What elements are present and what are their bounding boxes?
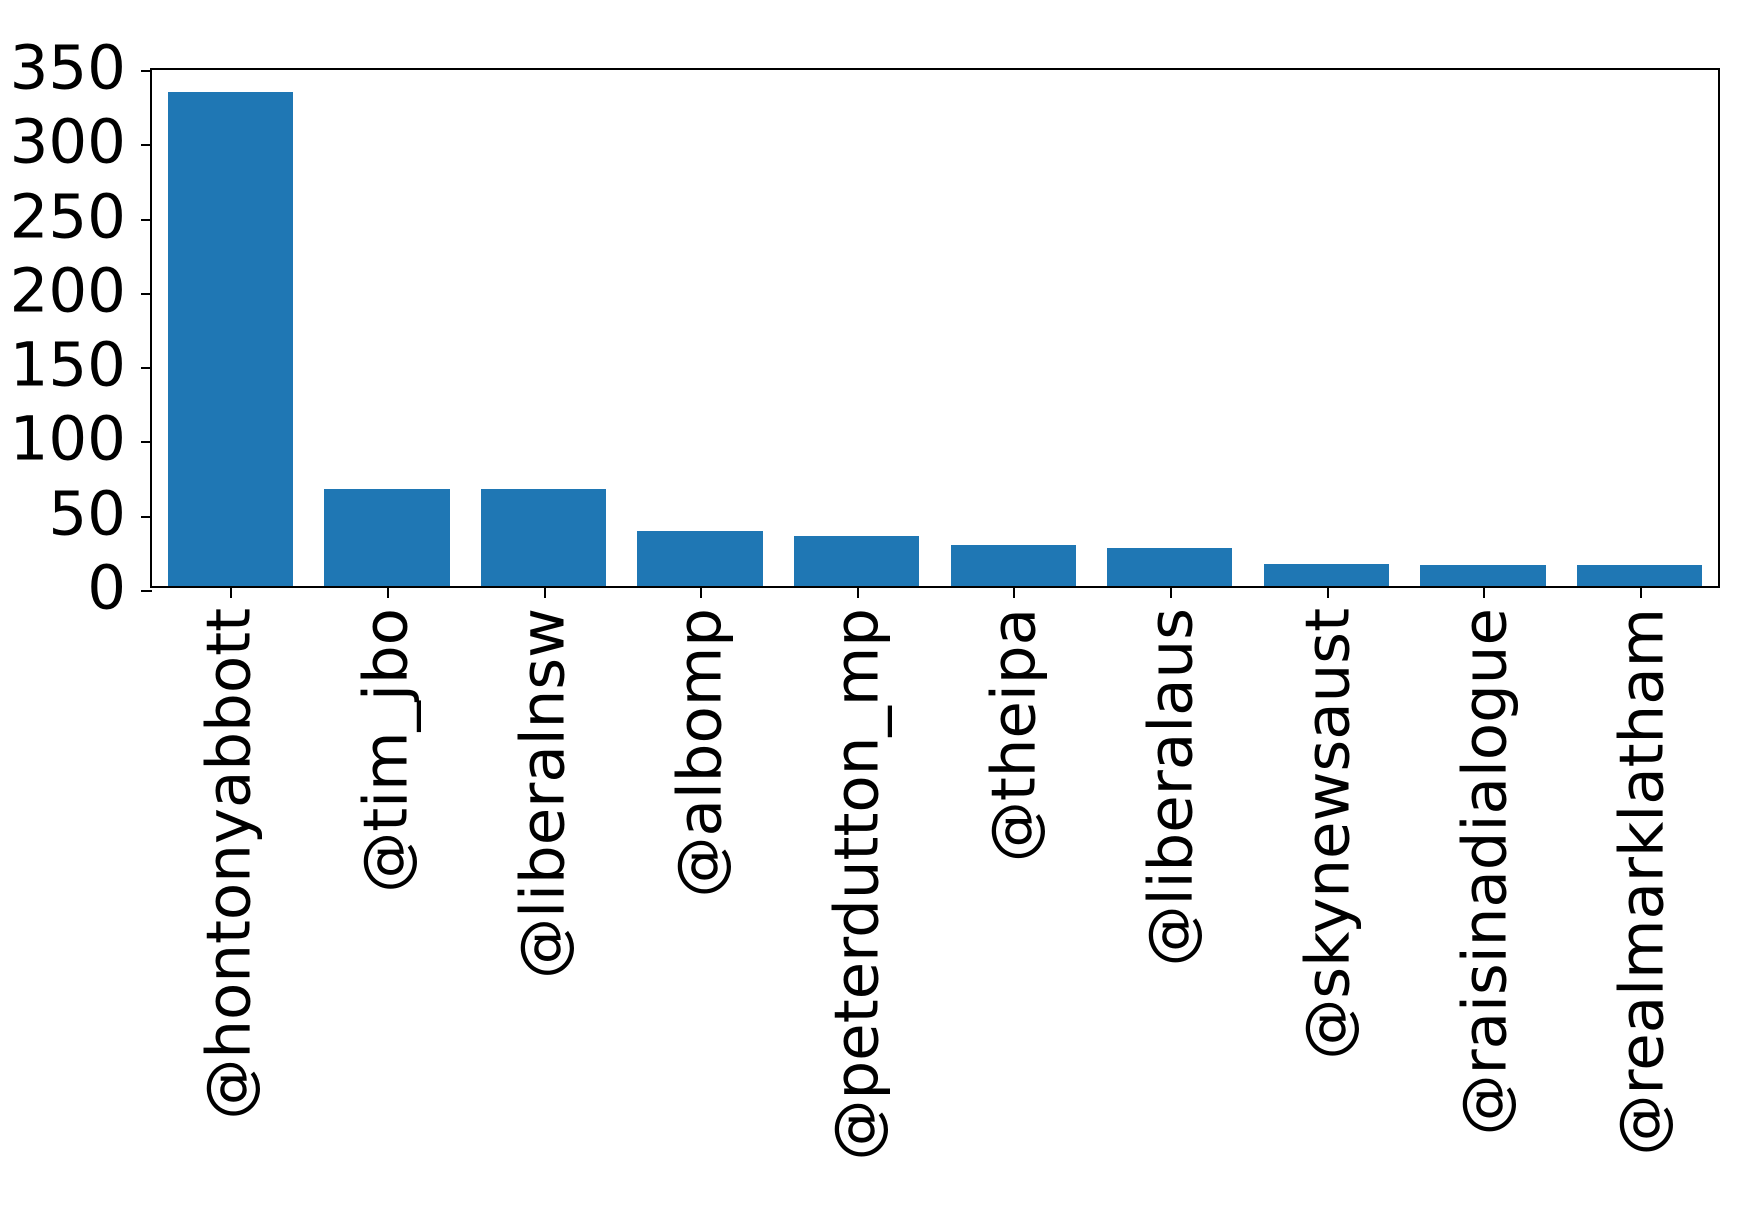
bar-series: [152, 70, 1718, 586]
x-axis-tick: [700, 586, 703, 598]
y-axis-tick-label: 300: [9, 106, 126, 178]
x-label-slot: @liberalaus: [1092, 608, 1249, 1208]
y-axis-tick: [141, 144, 152, 147]
y-axis-tick-label: 100: [9, 403, 126, 475]
bar[interactable]: [324, 488, 450, 586]
x-axis-tick-label: @tim_jbo: [350, 608, 421, 893]
x-axis-tick-label: @raisinadialogue: [1449, 608, 1520, 1136]
x-axis-tick: [543, 586, 546, 598]
bar[interactable]: [167, 92, 293, 586]
x-label-slot: @liberalnsw: [464, 608, 621, 1208]
bar-slot: [778, 70, 935, 586]
bar-slot: [1405, 70, 1562, 586]
x-axis-tick: [1169, 586, 1172, 598]
y-axis-tick: [141, 70, 152, 72]
bar-slot: [152, 70, 309, 586]
x-label-slot: @hontonyabbott: [150, 608, 307, 1208]
plot-area: [141, 68, 1720, 598]
y-axis-tick: [141, 441, 152, 444]
y-axis-tick-labels: 0 50 100 150 200 250 300 350: [0, 0, 136, 1215]
y-axis-tick-label: 200: [9, 255, 126, 327]
x-axis-tick: [1483, 586, 1486, 598]
bar[interactable]: [794, 535, 920, 586]
x-label-slot: @raisinadialogue: [1406, 608, 1563, 1208]
x-axis-tick: [1639, 586, 1642, 598]
bar[interactable]: [480, 488, 607, 586]
x-axis-tick: [386, 586, 389, 598]
bar-slot: [465, 70, 622, 586]
y-axis-tick-label: 150: [9, 329, 126, 401]
y-axis-tick-label: 50: [48, 478, 126, 550]
bar[interactable]: [637, 531, 763, 586]
y-axis-tick: [141, 367, 152, 370]
y-axis-tick: [141, 590, 152, 592]
bar-slot: [1248, 70, 1405, 586]
x-label-slot: @albomp: [621, 608, 778, 1208]
y-axis-tick-label: 0: [87, 552, 126, 624]
y-axis-tick-label: 350: [9, 32, 126, 104]
bar-slot: [309, 70, 466, 586]
bar[interactable]: [1420, 565, 1546, 586]
x-axis-tick: [230, 586, 233, 598]
y-axis-tick: [141, 292, 152, 295]
bar[interactable]: [1107, 547, 1233, 586]
x-axis-tick-label: @liberalaus: [1135, 608, 1206, 967]
x-axis-tick-label: @hontonyabbott: [193, 608, 264, 1120]
x-axis-tick: [856, 586, 859, 598]
x-label-slot: @realmarklatham: [1563, 608, 1720, 1208]
x-label-slot: @tim_jbo: [307, 608, 464, 1208]
x-axis-tick: [1013, 586, 1016, 598]
bar-slot: [1561, 70, 1718, 586]
bar[interactable]: [950, 544, 1076, 586]
x-axis-tick-labels: @hontonyabbott @tim_jbo @liberalnsw @albomp…: [150, 608, 1720, 1208]
y-axis-tick: [141, 218, 152, 221]
x-label-slot: @peterdutton_mp: [778, 608, 935, 1208]
bar[interactable]: [1577, 565, 1703, 586]
bar-slot: [1092, 70, 1249, 586]
x-axis-tick-label: @liberalnsw: [507, 608, 578, 979]
x-axis-tick-label: @albomp: [664, 608, 735, 898]
y-axis-tick-label: 250: [9, 181, 126, 253]
bar-slot: [935, 70, 1092, 586]
x-axis-tick-label: @skynewsaust: [1292, 608, 1363, 1060]
y-axis-tick: [141, 515, 152, 518]
x-axis-tick-label: @realmarklatham: [1606, 608, 1677, 1156]
bar[interactable]: [1263, 563, 1390, 586]
bar-slot: [622, 70, 779, 586]
x-axis-tick-label: @peterdutton_mp: [821, 608, 892, 1161]
x-label-slot: @skynewsaust: [1249, 608, 1406, 1208]
x-axis-tick: [1326, 586, 1329, 598]
x-label-slot: @theipa: [935, 608, 1092, 1208]
x-axis-tick-label: @theipa: [978, 608, 1049, 863]
